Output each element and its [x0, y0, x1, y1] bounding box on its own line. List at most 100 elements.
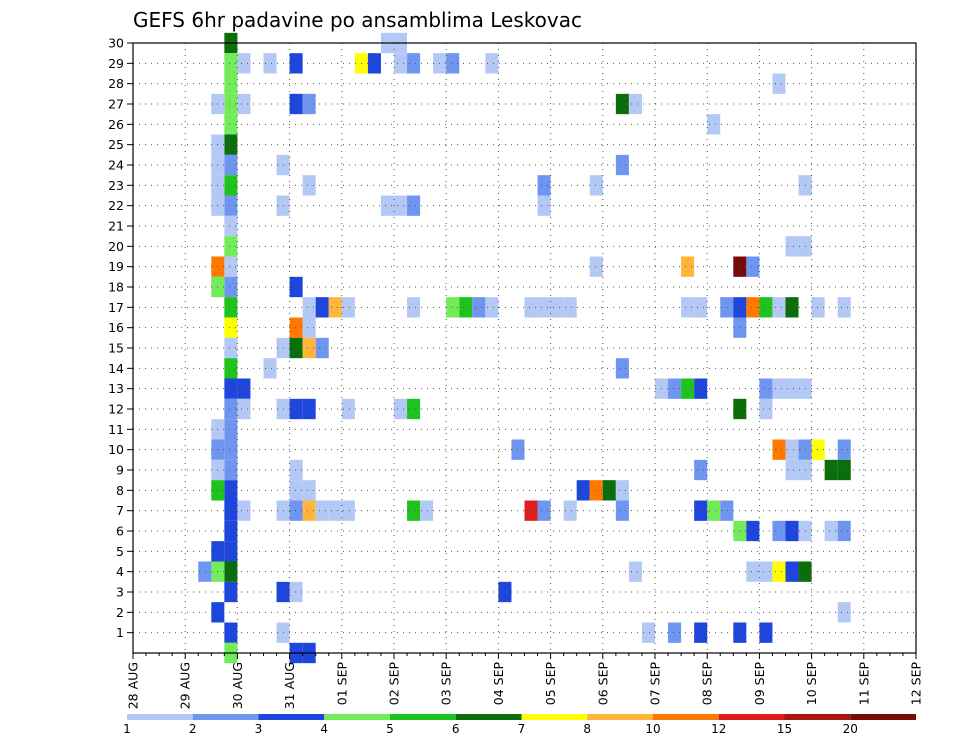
- heatmap-cell-182: [811, 297, 825, 318]
- heatmap-cell-7: [224, 175, 238, 196]
- chart-title: GEFS 6hr padavine po ansamblima Leskovac: [133, 8, 582, 32]
- heatmap-cell-125: [615, 154, 629, 176]
- heatmap-cell-44: [198, 561, 212, 582]
- heatmap-cell-12: [224, 276, 238, 298]
- x-tick-label-3: 31 AUG: [282, 662, 297, 709]
- heatmap-cell-163: [772, 297, 786, 318]
- heatmap-cell-108: [498, 581, 512, 603]
- y-axis-ticks: 1234567891011121314151617181920212223242…: [108, 36, 133, 640]
- heatmap-cell-5: [224, 134, 238, 155]
- colorbar-label-7: 7: [518, 722, 526, 736]
- heatmap-cell-160: [759, 561, 773, 582]
- x-tick-label-2: 30 AUG: [230, 662, 245, 709]
- y-tick-label-4: 4: [116, 564, 124, 579]
- heatmap-cell-121: [589, 256, 603, 277]
- y-tick-label-11: 11: [108, 422, 124, 437]
- heatmap-cell-19: [224, 419, 238, 440]
- heatmap-cell-156: [746, 561, 760, 582]
- heatmap-cell-129: [628, 93, 642, 115]
- heatmap-cell-6: [224, 154, 238, 176]
- heatmap-cell-50: [263, 358, 277, 379]
- heatmap-cell-189: [837, 520, 851, 542]
- colorbar-swatch-4: [390, 714, 456, 720]
- y-tick-label-3: 3: [116, 585, 124, 600]
- heatmap-cell-116: [550, 297, 564, 318]
- heatmap-cell-84: [341, 297, 355, 318]
- heatmap-cell-16: [224, 358, 238, 379]
- y-tick-label-6: 6: [116, 524, 124, 539]
- heatmap-cell-98: [407, 398, 421, 420]
- heatmap-cell-183: [811, 439, 825, 460]
- heatmap-cell-107: [485, 297, 499, 318]
- heatmap-cell-174: [785, 561, 799, 582]
- heatmap-cell-165: [772, 439, 786, 460]
- colorbar-swatch-5: [455, 714, 522, 720]
- heatmap-cell-92: [394, 53, 408, 74]
- colorbar-label-1: 1: [123, 722, 131, 736]
- y-tick-label-19: 19: [108, 259, 124, 274]
- x-tick-label-5: 02 SEP: [387, 662, 402, 706]
- heatmap-cell-120: [589, 175, 603, 196]
- heatmap-cell-73: [302, 317, 316, 338]
- heatmap-cell-93: [394, 195, 408, 216]
- colorbar-swatch-11: [850, 714, 916, 720]
- heatmap-cell-2: [224, 73, 238, 94]
- y-tick-label-2: 2: [116, 605, 124, 620]
- y-tick-label-14: 14: [108, 361, 124, 376]
- heatmap-cell-68: [289, 581, 303, 603]
- heatmap-cell-153: [746, 256, 760, 277]
- heatmap-cell-62: [289, 317, 303, 338]
- colorbar-swatch-2: [258, 714, 325, 720]
- heatmap-cell-171: [785, 439, 799, 460]
- heatmap-cell-136: [681, 297, 695, 318]
- heatmap-cell-112: [537, 175, 551, 196]
- heatmap-cell-133: [668, 378, 682, 399]
- heatmap-cell-70: [302, 93, 316, 115]
- colorbar-label-12: 12: [711, 722, 726, 736]
- heatmap-cell-64: [289, 398, 303, 420]
- heatmap-cell-139: [694, 378, 708, 399]
- colorbar-label-4: 4: [320, 722, 328, 736]
- colorbar-label-8: 8: [583, 722, 591, 736]
- heatmap-cell-172: [785, 459, 799, 481]
- heatmap-cell-28: [224, 622, 238, 643]
- heatmap-cell-85: [341, 398, 355, 420]
- heatmap-cell-25: [224, 541, 238, 562]
- heatmap-cell-4: [224, 114, 238, 135]
- heatmap-cell-22: [224, 480, 238, 501]
- heatmap-cell-168: [785, 236, 799, 257]
- heatmap-cell-72: [302, 297, 316, 318]
- heatmap-cell-111: [524, 500, 538, 521]
- heatmap-cell-128: [615, 500, 629, 521]
- heatmap-cell-123: [602, 480, 616, 501]
- heatmap-cell-103: [446, 297, 460, 318]
- heatmap-cell-27: [224, 581, 238, 603]
- heatmap-cell-141: [694, 500, 708, 521]
- heatmap-cell-113: [537, 195, 551, 216]
- heatmap-cell-79: [315, 297, 329, 318]
- heatmap-cell-135: [681, 256, 695, 277]
- colorbar-label-20: 20: [843, 722, 858, 736]
- heatmap-cell-157: [759, 297, 773, 318]
- heatmap-cell-17: [224, 378, 238, 399]
- heatmap-cell-117: [563, 297, 577, 318]
- heatmap-cell-99: [407, 500, 421, 521]
- y-tick-label-17: 17: [108, 300, 124, 315]
- heatmap-cell-162: [772, 73, 786, 94]
- heatmap-cell-49: [237, 500, 251, 521]
- heatmap-cell-186: [837, 297, 851, 318]
- colorbar-swatch-1: [192, 714, 259, 720]
- heatmap-cell-88: [367, 53, 381, 74]
- heatmap-cell-131: [641, 622, 655, 643]
- y-tick-label-13: 13: [108, 381, 124, 396]
- y-tick-label-20: 20: [108, 239, 124, 254]
- y-tick-label-25: 25: [108, 137, 124, 152]
- heatmap-cell-9: [224, 215, 238, 237]
- heatmap-cell-75: [302, 398, 316, 420]
- colorbar-swatch-3: [324, 714, 390, 720]
- y-tick-label-30: 30: [108, 36, 124, 51]
- x-tick-label-7: 04 SEP: [491, 662, 506, 706]
- heatmap-cell-11: [224, 256, 238, 277]
- heatmap-cell-140: [694, 459, 708, 481]
- colorbar-swatch-8: [653, 714, 719, 720]
